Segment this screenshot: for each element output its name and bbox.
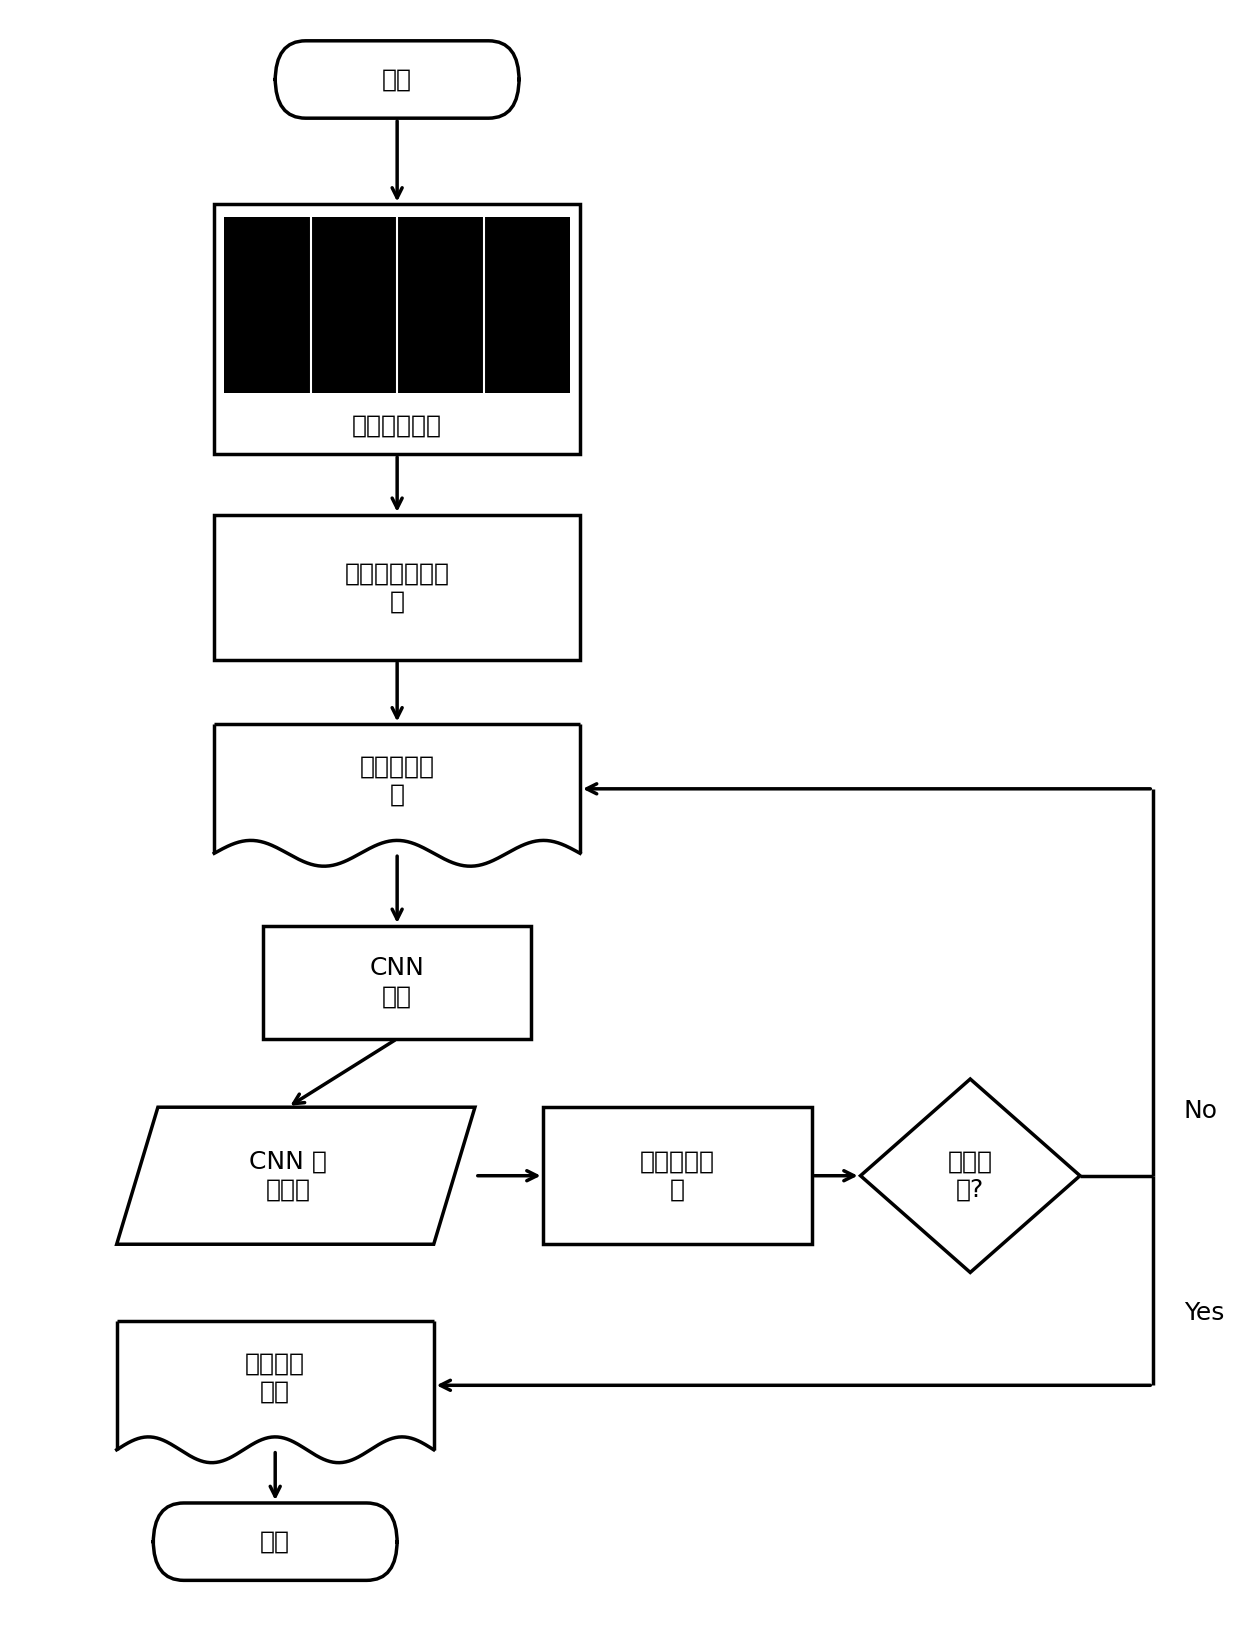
Polygon shape xyxy=(117,1107,475,1244)
Text: 两相流数据集: 两相流数据集 xyxy=(352,413,443,437)
Text: 结束: 结束 xyxy=(260,1530,290,1554)
FancyBboxPatch shape xyxy=(154,1502,397,1580)
Text: Yes: Yes xyxy=(1184,1301,1224,1325)
Bar xyxy=(263,925,531,1039)
Bar xyxy=(215,515,580,660)
Text: CNN
训练: CNN 训练 xyxy=(370,956,424,1008)
Text: 选择并制作训练
集: 选择并制作训练 集 xyxy=(345,561,450,613)
Text: 检测性能评
估: 检测性能评 估 xyxy=(640,1150,715,1202)
Bar xyxy=(543,1107,812,1244)
Bar xyxy=(215,205,580,454)
Bar xyxy=(224,218,570,393)
Text: CNN 权
重优化: CNN 权 重优化 xyxy=(249,1150,327,1202)
Text: 高准确
率?: 高准确 率? xyxy=(947,1150,993,1202)
Bar xyxy=(117,1320,434,1450)
Text: No: No xyxy=(1184,1099,1218,1124)
FancyBboxPatch shape xyxy=(275,41,520,119)
Bar xyxy=(215,724,580,854)
Text: 开始: 开始 xyxy=(382,68,412,91)
Text: 输出权重
文件: 输出权重 文件 xyxy=(246,1351,305,1403)
Polygon shape xyxy=(861,1080,1080,1273)
Text: 训练样本文
件: 训练样本文 件 xyxy=(360,754,435,806)
